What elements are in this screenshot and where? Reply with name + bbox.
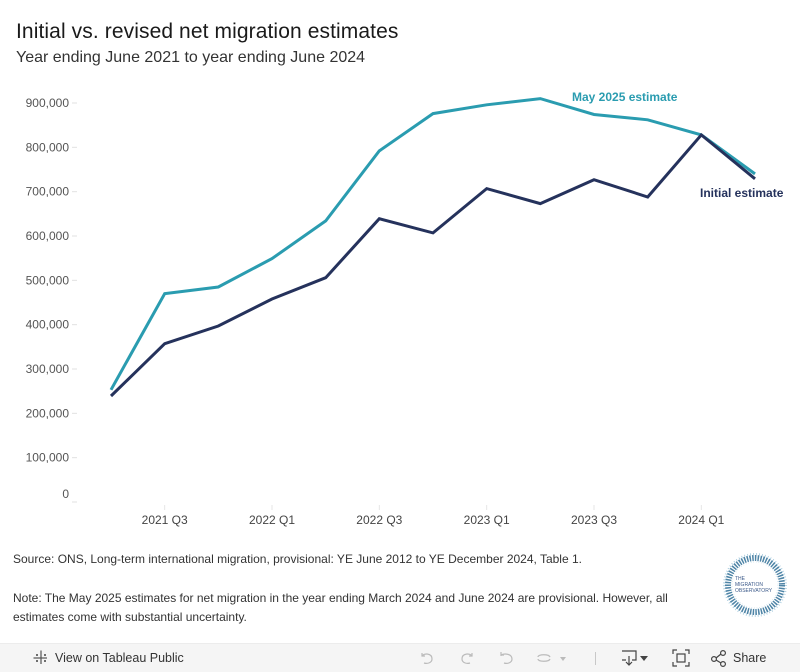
data-point[interactable] (644, 193, 652, 201)
toolbar-divider (595, 652, 596, 665)
download-icon (622, 650, 648, 666)
migration-observatory-logo: THE MIGRATION OBSERVATORY (723, 553, 787, 617)
download-button[interactable] (620, 649, 650, 667)
series-label-may-2025: May 2025 estimate (572, 90, 678, 104)
x-tick-label: 2022 Q1 (249, 513, 295, 527)
x-tick-label: 2024 Q1 (678, 513, 724, 527)
data-point[interactable] (429, 110, 437, 118)
revert-button[interactable] (498, 649, 516, 667)
y-axis: 0 100,000 200,000 300,000 400,000 500,000 600,… (26, 96, 77, 503)
y-tick-label: 200,000 (26, 406, 70, 420)
data-point[interactable] (590, 176, 598, 184)
data-point[interactable] (322, 274, 330, 282)
data-point[interactable] (268, 295, 276, 303)
data-point[interactable] (697, 131, 705, 139)
data-point[interactable] (107, 392, 115, 400)
data-point[interactable] (429, 229, 437, 237)
chart-title: Initial vs. revised net migration estima… (16, 20, 399, 43)
series-line-may-2025[interactable] (109, 97, 756, 391)
x-axis: 2021 Q3 2022 Q1 2022 Q3 2023 Q1 2023 Q3 2024 … (142, 505, 725, 527)
share-button[interactable]: Share (710, 649, 766, 667)
share-icon (710, 649, 727, 667)
view-on-tableau-public-link[interactable]: View on Tableau Public (33, 650, 184, 666)
series-line-initial[interactable] (109, 132, 756, 398)
data-point[interactable] (214, 283, 222, 291)
series-label-initial: Initial estimate (700, 186, 784, 200)
data-point[interactable] (644, 116, 652, 124)
source-note: Source: ONS, Long-term international mig… (13, 552, 582, 566)
y-tick-label: 800,000 (26, 140, 70, 154)
redo-button[interactable] (458, 649, 476, 667)
footnote: Note: The May 2025 estimates for net mig… (13, 591, 668, 624)
data-point[interactable] (483, 101, 491, 109)
undo-icon (421, 653, 433, 664)
y-tick-label: 900,000 (26, 96, 70, 110)
y-tick-label: 100,000 (26, 451, 70, 465)
y-tick-label: 0 (62, 487, 69, 501)
data-point[interactable] (375, 147, 383, 155)
redo-icon (461, 653, 473, 664)
y-tick-label: 700,000 (26, 185, 70, 199)
y-tick-label: 400,000 (26, 318, 70, 332)
undo-button[interactable] (418, 649, 436, 667)
tableau-toolbar: View on Tableau Public (0, 643, 800, 672)
x-tick-label: 2023 Q3 (571, 513, 617, 527)
series-lines (107, 95, 759, 400)
data-point[interactable] (322, 217, 330, 225)
fullscreen-icon (672, 649, 690, 667)
data-point[interactable] (375, 215, 383, 223)
data-point[interactable] (483, 185, 491, 193)
view-on-tableau-label: View on Tableau Public (55, 651, 184, 665)
refresh-icon (537, 654, 566, 662)
y-tick-label: 300,000 (26, 362, 70, 376)
data-point[interactable] (536, 200, 544, 208)
data-point[interactable] (214, 322, 222, 330)
data-point[interactable] (536, 95, 544, 103)
refresh-dropdown-caret-icon (560, 657, 566, 661)
x-tick-label: 2023 Q1 (464, 513, 510, 527)
data-point[interactable] (268, 255, 276, 263)
line-chart: 0 100,000 200,000 300,000 400,000 500,000 600,… (26, 90, 784, 527)
data-point[interactable] (161, 340, 169, 348)
logo-line-2: MIGRATION (735, 582, 763, 588)
refresh-button[interactable] (535, 649, 567, 667)
fullscreen-button[interactable] (672, 649, 690, 667)
revert-icon (500, 652, 513, 664)
chart-subtitle: Year ending June 2021 to year ending Jun… (16, 49, 366, 66)
x-tick-label: 2021 Q3 (142, 513, 188, 527)
data-point[interactable] (590, 111, 598, 119)
y-tick-label: 600,000 (26, 229, 70, 243)
tableau-logo-icon (33, 650, 47, 664)
logo-line-3: OBSERVATORY (735, 588, 773, 594)
logo-line-1: THE (735, 576, 746, 582)
data-point[interactable] (161, 290, 169, 298)
data-point[interactable] (751, 175, 759, 183)
x-tick-label: 2022 Q3 (356, 513, 402, 527)
share-label: Share (733, 651, 767, 665)
y-tick-label: 500,000 (26, 273, 70, 287)
